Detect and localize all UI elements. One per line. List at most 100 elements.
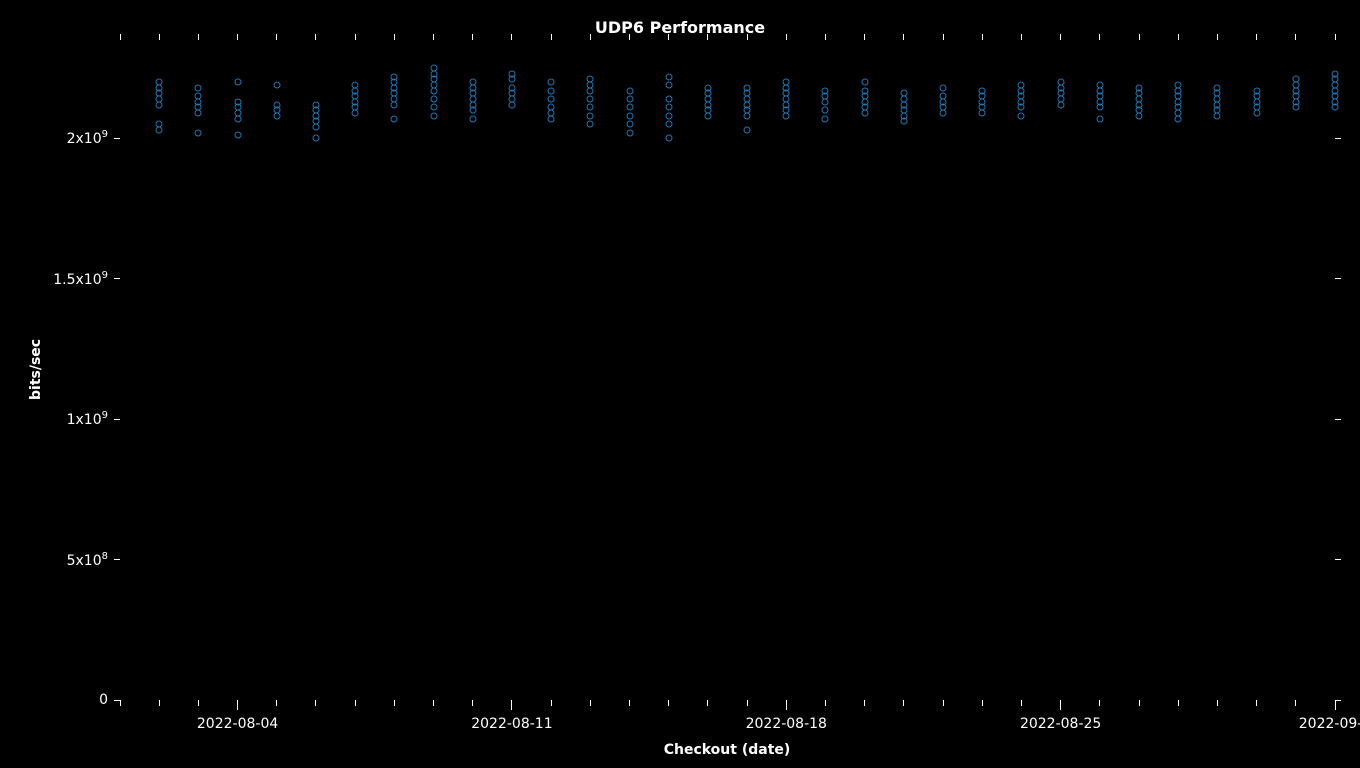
data-point xyxy=(1018,104,1025,111)
x-minor-tick-mark xyxy=(747,700,748,706)
plot-area xyxy=(120,40,1335,700)
x-minor-tick-mark xyxy=(237,34,238,40)
data-point xyxy=(900,118,907,125)
data-point xyxy=(704,112,711,119)
x-minor-tick-mark xyxy=(472,700,473,706)
x-major-tick-mark xyxy=(237,700,238,710)
x-minor-tick-mark xyxy=(825,700,826,706)
data-point xyxy=(156,126,163,133)
data-point xyxy=(665,121,672,128)
data-point xyxy=(783,112,790,119)
y-tick-label: 5x108 xyxy=(67,551,108,569)
data-point xyxy=(1018,112,1025,119)
data-point xyxy=(861,79,868,86)
x-minor-tick-mark xyxy=(707,34,708,40)
x-minor-tick-mark xyxy=(551,34,552,40)
data-point xyxy=(587,95,594,102)
x-minor-tick-mark xyxy=(315,700,316,706)
x-minor-tick-mark xyxy=(1256,700,1257,706)
data-point xyxy=(822,107,829,114)
x-minor-tick-mark xyxy=(864,34,865,40)
x-minor-tick-mark xyxy=(551,700,552,706)
data-point xyxy=(744,112,751,119)
x-minor-tick-mark xyxy=(1139,34,1140,40)
x-minor-tick-mark xyxy=(786,34,787,40)
y-tick-label: 1.5x109 xyxy=(53,270,108,288)
x-tick-label: 2022-08-11 xyxy=(471,716,552,732)
data-point xyxy=(508,101,515,108)
y-tick-mark xyxy=(114,138,120,139)
data-point xyxy=(234,132,241,139)
x-minor-tick-mark xyxy=(629,700,630,706)
x-minor-tick-mark xyxy=(707,700,708,706)
x-minor-tick-mark xyxy=(472,34,473,40)
x-major-tick-mark xyxy=(511,700,512,710)
x-minor-tick-mark xyxy=(1139,700,1140,706)
x-minor-tick-mark xyxy=(825,34,826,40)
y-tick-mark xyxy=(114,278,120,279)
x-tick-label: 2022-08-04 xyxy=(197,716,278,732)
y-tick-mark xyxy=(1335,700,1341,701)
data-point xyxy=(1136,112,1143,119)
data-point xyxy=(665,95,672,102)
chart-title: UDP6 Performance xyxy=(0,18,1360,37)
x-minor-tick-mark xyxy=(1335,34,1336,40)
data-point xyxy=(391,115,398,122)
x-minor-tick-mark xyxy=(394,700,395,706)
data-point xyxy=(1214,112,1221,119)
x-minor-tick-mark xyxy=(198,34,199,40)
x-minor-tick-mark xyxy=(668,34,669,40)
x-minor-tick-mark xyxy=(159,700,160,706)
y-tick-label: 1x109 xyxy=(67,410,108,428)
data-point xyxy=(587,87,594,94)
data-point xyxy=(469,107,476,114)
x-minor-tick-mark xyxy=(1256,34,1257,40)
x-tick-label: 2022-09-0 xyxy=(1299,716,1360,732)
data-point xyxy=(548,79,555,86)
data-point xyxy=(587,112,594,119)
data-point xyxy=(665,135,672,142)
data-point xyxy=(1175,115,1182,122)
x-minor-tick-mark xyxy=(903,34,904,40)
data-point xyxy=(273,81,280,88)
x-minor-tick-mark xyxy=(159,34,160,40)
data-point xyxy=(626,95,633,102)
data-point xyxy=(508,76,515,83)
data-point xyxy=(273,112,280,119)
data-point xyxy=(665,73,672,80)
x-minor-tick-mark xyxy=(511,34,512,40)
data-point xyxy=(626,104,633,111)
x-minor-tick-mark xyxy=(355,700,356,706)
data-point xyxy=(469,115,476,122)
y-axis-label: bits/sec xyxy=(28,339,44,400)
data-point xyxy=(352,110,359,117)
data-point xyxy=(626,129,633,136)
data-point xyxy=(940,84,947,91)
x-minor-tick-mark xyxy=(747,34,748,40)
x-minor-tick-mark xyxy=(394,34,395,40)
y-tick-mark xyxy=(1335,138,1341,139)
data-point xyxy=(312,124,319,131)
x-minor-tick-mark xyxy=(629,34,630,40)
x-minor-tick-mark xyxy=(864,700,865,706)
x-minor-tick-mark xyxy=(668,700,669,706)
data-point xyxy=(822,115,829,122)
data-point xyxy=(861,110,868,117)
data-point xyxy=(626,112,633,119)
x-minor-tick-mark xyxy=(1060,34,1061,40)
data-point xyxy=(234,79,241,86)
data-point xyxy=(312,135,319,142)
x-minor-tick-mark xyxy=(433,700,434,706)
data-point xyxy=(744,126,751,133)
x-tick-label: 2022-08-18 xyxy=(746,716,827,732)
x-minor-tick-mark xyxy=(1021,700,1022,706)
x-minor-tick-mark xyxy=(1178,700,1179,706)
x-major-tick-mark xyxy=(1335,700,1336,710)
data-point xyxy=(156,101,163,108)
data-point xyxy=(430,95,437,102)
x-minor-tick-mark xyxy=(1178,34,1179,40)
data-point xyxy=(234,115,241,122)
data-point xyxy=(430,112,437,119)
x-minor-tick-mark xyxy=(276,700,277,706)
y-tick-mark xyxy=(1335,559,1341,560)
